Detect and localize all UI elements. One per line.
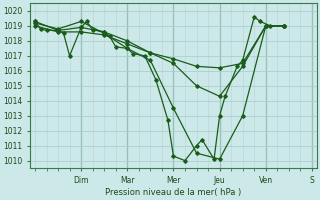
X-axis label: Pression niveau de la mer( hPa ): Pression niveau de la mer( hPa ): [105, 188, 242, 197]
